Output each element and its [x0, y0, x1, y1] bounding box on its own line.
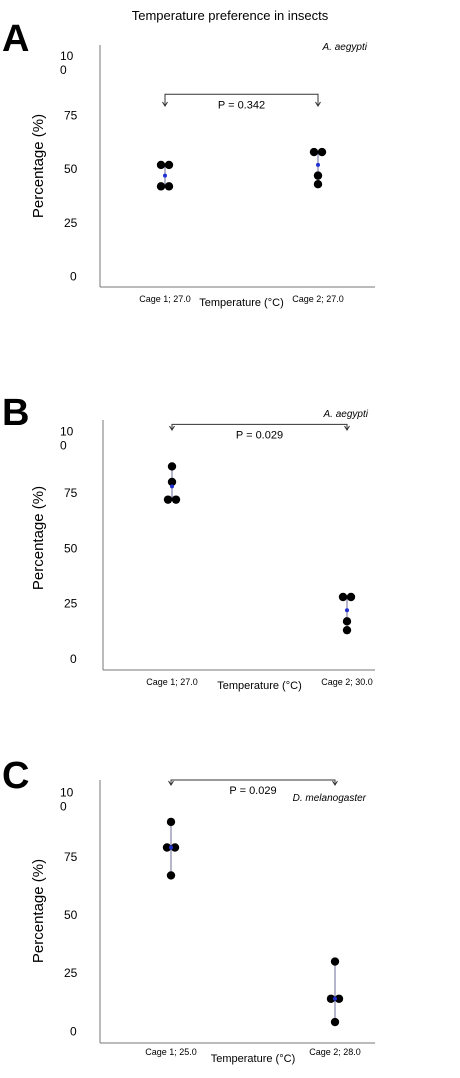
panel-label: C	[2, 755, 29, 797]
y-tick-label: 75	[64, 486, 78, 500]
mean-marker	[170, 484, 174, 489]
y-tick-label: 50	[64, 908, 78, 922]
data-point	[171, 495, 181, 504]
panel-label: B	[2, 392, 29, 434]
significance-bracket	[170, 779, 336, 785]
y-tick-label: 10	[60, 49, 74, 63]
data-point	[342, 625, 352, 635]
mean-marker	[163, 173, 167, 178]
y-tick-label-wrap: 0	[60, 439, 67, 453]
bracket-arrow-right	[315, 101, 321, 107]
bracket-arrow-left	[169, 425, 175, 431]
data-point	[166, 817, 176, 827]
data-point	[156, 182, 166, 191]
y-tick-label: 10	[60, 786, 74, 800]
data-point	[342, 617, 352, 626]
y-tick-label: 0	[70, 269, 77, 283]
x-category-label: Cage 1; 25.0	[145, 1047, 197, 1057]
y-tick-label: 0	[70, 1024, 77, 1038]
data-point	[162, 843, 172, 852]
data-point	[167, 462, 177, 471]
data-point	[309, 147, 319, 157]
data-point	[163, 495, 173, 504]
x-axis-label: Temperature (°C)	[211, 1053, 295, 1065]
bracket-arrow-left	[168, 780, 174, 786]
data-point	[313, 180, 323, 189]
species-label: D. melanogaster	[293, 793, 367, 804]
mean-marker	[316, 162, 320, 167]
y-tick-label: 25	[64, 216, 78, 230]
data-point	[164, 182, 174, 191]
data-point	[170, 843, 180, 852]
species-label: A. aegypti	[323, 409, 369, 420]
x-axis-label: Temperature (°C)	[217, 680, 301, 692]
y-tick-label: 75	[64, 850, 78, 864]
data-point	[334, 994, 344, 1003]
y-tick-label: 25	[64, 966, 78, 980]
x-category-label: Cage 2; 30.0	[321, 677, 373, 687]
data-point	[330, 957, 340, 966]
y-tick-label: 25	[64, 597, 78, 611]
y-tick-label: 50	[64, 162, 78, 176]
p-value-label: P = 0.029	[236, 429, 283, 441]
bracket-arrow-right	[344, 425, 350, 431]
data-point	[326, 994, 336, 1003]
data-point	[338, 592, 348, 602]
y-tick-label: 75	[64, 109, 78, 123]
x-category-label: Cage 1; 27.0	[139, 294, 191, 304]
data-point	[156, 160, 166, 170]
y-axis-label: Percentage (%)	[30, 859, 47, 963]
p-value-label: P = 0.342	[218, 99, 265, 111]
figure-title: Temperature preference in insects	[131, 8, 329, 23]
x-category-label: Cage 2; 28.0	[309, 1047, 361, 1057]
x-category-label: Cage 2; 27.0	[292, 294, 344, 304]
data-point	[330, 1017, 340, 1027]
data-point	[167, 477, 177, 487]
panel-label: A	[2, 18, 29, 60]
mean-marker	[345, 608, 349, 613]
mean-marker	[169, 845, 173, 850]
significance-bracket	[164, 93, 319, 106]
y-tick-label: 10	[60, 425, 74, 439]
significance-bracket	[171, 423, 348, 430]
data-point	[346, 592, 356, 602]
data-point	[164, 160, 174, 170]
data-point	[317, 147, 327, 157]
p-value-label: P = 0.029	[229, 785, 276, 797]
bracket-arrow-right	[332, 780, 338, 786]
species-label: A. aegypti	[322, 42, 368, 53]
y-tick-label-wrap: 0	[60, 800, 67, 814]
data-point	[166, 871, 176, 880]
y-axis-label: Percentage (%)	[30, 486, 47, 590]
data-point	[313, 171, 323, 180]
y-tick-label: 50	[64, 541, 78, 555]
y-axis-label: Percentage (%)	[30, 114, 47, 218]
y-tick-label: 0	[70, 652, 77, 666]
mean-marker	[333, 996, 337, 1001]
x-category-label: Cage 1; 27.0	[146, 677, 198, 687]
x-axis-label: Temperature (°C)	[199, 297, 283, 309]
y-tick-label-wrap: 0	[60, 63, 67, 77]
bracket-arrow-left	[162, 101, 168, 107]
